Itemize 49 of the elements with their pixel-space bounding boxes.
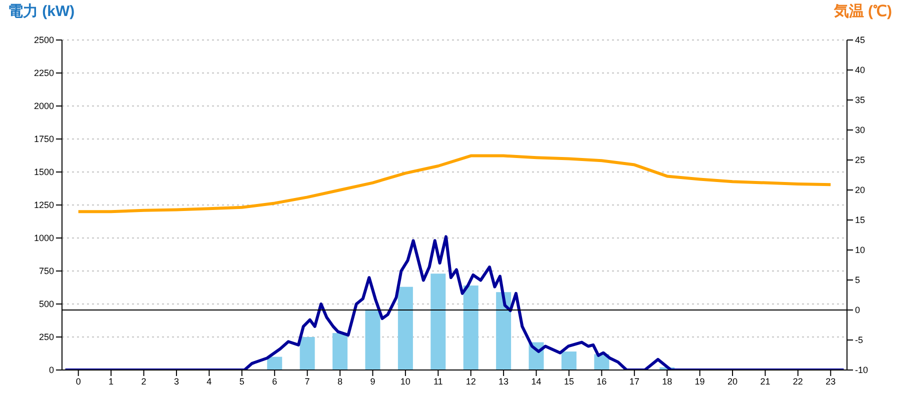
- y-axis-title: 電力 (kW): [8, 2, 75, 21]
- x-tick-label: 20: [728, 376, 738, 386]
- y2-tick-label: 35: [855, 95, 866, 106]
- y2-tick-label: 25: [855, 155, 866, 166]
- y-tick-label: 2000: [34, 101, 54, 112]
- y-tick-label: 1750: [34, 134, 54, 144]
- y2-tick-label: 40: [855, 65, 866, 76]
- y2-axis-title: 気温 (℃): [834, 2, 892, 21]
- x-tick-label: 11: [433, 376, 443, 386]
- y-tick-label: 2500: [34, 35, 54, 46]
- y2-tick-label: 0: [855, 305, 860, 316]
- x-tick-label: 5: [239, 376, 244, 386]
- x-tick-label: 1: [108, 376, 114, 386]
- y2-tick-label: 5: [855, 275, 860, 286]
- x-tick-label: 19: [694, 376, 705, 386]
- x-tick-label: 7: [304, 376, 310, 386]
- x-tick-label: 18: [662, 376, 672, 386]
- y2-tick-label: 20: [855, 185, 866, 196]
- x-tick-label: 2: [141, 376, 146, 386]
- x-tick-label: 6: [272, 376, 278, 386]
- y-tick-label: 1250: [34, 200, 54, 210]
- x-tick-label: 23: [826, 376, 836, 386]
- y2-tick-label: 15: [855, 215, 866, 226]
- x-tick-label: 0: [76, 376, 81, 386]
- x-tick-label: 22: [792, 376, 803, 386]
- y-tick-label: 1500: [34, 167, 54, 178]
- x-tick-label: 17: [629, 376, 640, 386]
- y2-tick-label: 10: [855, 245, 866, 256]
- y-tick-label: 250: [38, 332, 54, 342]
- x-tick-label: 3: [174, 376, 179, 386]
- x-tick-label: 16: [596, 376, 607, 386]
- x-tick-label: 14: [531, 376, 542, 386]
- x-tick-label: 8: [338, 376, 343, 386]
- x-tick-label: 21: [760, 376, 770, 386]
- y-tick-label: 500: [38, 299, 54, 310]
- y-tick-label: 1000: [34, 233, 54, 244]
- y-tick-label: 750: [38, 266, 54, 276]
- y-tick-label: 0: [48, 365, 54, 376]
- x-tick-label: 9: [370, 376, 376, 386]
- y2-tick-label: -10: [855, 365, 868, 376]
- y2-tick-label: 45: [855, 35, 866, 46]
- x-tick-label: 10: [400, 376, 410, 386]
- x-tick-label: 15: [564, 376, 574, 386]
- y-tick-label: 2250: [34, 68, 54, 78]
- x-tick-label: 13: [498, 376, 509, 386]
- y2-tick-label: 30: [855, 125, 866, 136]
- x-tick-label: 12: [466, 376, 476, 386]
- x-tick-label: 4: [206, 376, 212, 386]
- y2-tick-label: -5: [855, 335, 864, 346]
